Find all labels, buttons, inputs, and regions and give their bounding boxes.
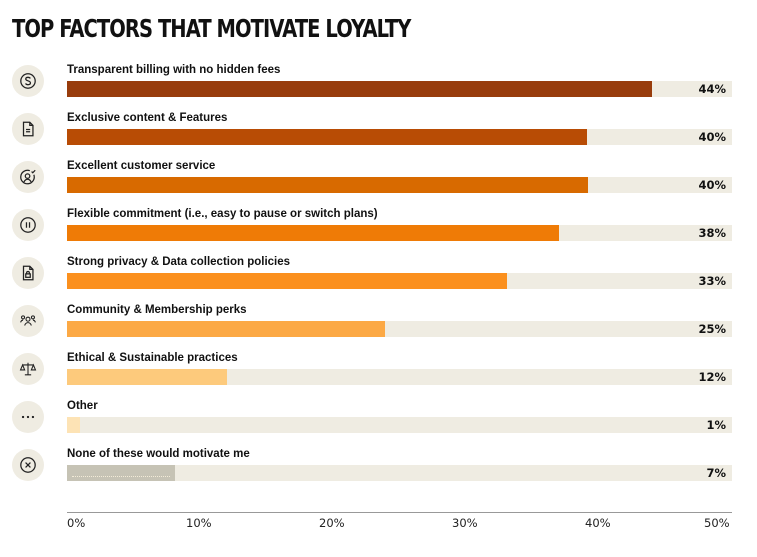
bar-track: 12% — [67, 369, 732, 385]
community-icon — [20, 315, 36, 326]
bar-track: 44% — [67, 81, 732, 97]
close-circle-icon — [20, 457, 36, 473]
bar-row-4: Flexible commitment (i.e., easy to pause… — [0, 206, 757, 254]
bar-row-6: Community & Membership perks 25% — [0, 302, 757, 350]
scales-icon — [19, 362, 37, 376]
bar-label: Flexible commitment (i.e., easy to pause… — [67, 208, 378, 220]
more-dots-icon — [21, 415, 35, 419]
bar-fill — [67, 465, 175, 481]
bar-track: 1% — [67, 417, 732, 433]
x-tick-label: 20% — [319, 516, 345, 530]
bar-row-3: Excellent customer service 40% — [0, 158, 757, 206]
bar-label: None of these would motivate me — [67, 448, 250, 460]
bar-fill — [67, 225, 559, 241]
bar-label: Other — [67, 400, 98, 412]
bar-fill — [67, 129, 587, 145]
bar-fill — [67, 417, 80, 433]
bar-value: 40% — [698, 130, 726, 144]
bar-track: 25% — [67, 321, 732, 337]
row-icon — [12, 161, 44, 193]
bar-fill — [67, 81, 652, 97]
bar-label: Ethical & Sustainable practices — [67, 352, 238, 364]
row-icon — [12, 401, 44, 433]
row-icon — [12, 209, 44, 241]
chart-title: TOP FACTORS THAT MOTIVATE LOYALTY — [12, 14, 411, 43]
bar-value: 44% — [698, 82, 726, 96]
pause-icon — [20, 217, 36, 233]
document-lock-icon — [22, 265, 34, 281]
x-tick-label: 30% — [452, 516, 478, 530]
bar-row-5: Strong privacy & Data collection policie… — [0, 254, 757, 302]
x-axis-line — [67, 512, 732, 513]
bar-row-1: Transparent billing with no hidden fees … — [0, 62, 757, 110]
row-icon — [12, 305, 44, 337]
bar-value: 40% — [698, 178, 726, 192]
bar-fill — [67, 273, 507, 289]
bar-value: 38% — [698, 226, 726, 240]
row-icon — [12, 65, 44, 97]
x-tick-label: 0% — [67, 516, 86, 530]
x-tick-label: 10% — [186, 516, 212, 530]
customer-check-icon — [20, 169, 36, 185]
bar-value: 7% — [706, 466, 726, 480]
x-tick-label: 50% — [704, 516, 730, 530]
bar-row-2: Exclusive content & Features 40% — [0, 110, 757, 158]
bar-row-8: Other 1% — [0, 398, 757, 446]
row-icon — [12, 257, 44, 289]
bar-fill — [67, 369, 227, 385]
bar-track: 7% — [67, 465, 732, 481]
bar-fill — [67, 321, 385, 337]
bar-track: 40% — [67, 129, 732, 145]
bar-value: 33% — [698, 274, 726, 288]
bar-track: 38% — [67, 225, 732, 241]
bar-fill — [67, 177, 588, 193]
bar-label: Transparent billing with no hidden fees — [67, 64, 281, 76]
x-tick-label: 40% — [585, 516, 611, 530]
bar-label: Strong privacy & Data collection policie… — [67, 256, 291, 268]
bar-track: 33% — [67, 273, 732, 289]
row-icon — [12, 353, 44, 385]
bar-label: Community & Membership perks — [67, 304, 247, 316]
document-icon — [22, 121, 34, 137]
bar-row-9: None of these would motivate me 7% — [0, 446, 757, 494]
bar-value: 25% — [698, 322, 726, 336]
bar-label: Exclusive content & Features — [67, 112, 228, 124]
bar-label: Excellent customer service — [67, 160, 216, 172]
row-icon — [12, 449, 44, 481]
bar-track: 40% — [67, 177, 732, 193]
row-icon — [12, 113, 44, 145]
bar-value: 12% — [698, 370, 726, 384]
bar-row-7: Ethical & Sustainable practices 12% — [0, 350, 757, 398]
bar-value: 1% — [706, 418, 726, 432]
dollar-coin-icon — [20, 73, 36, 89]
